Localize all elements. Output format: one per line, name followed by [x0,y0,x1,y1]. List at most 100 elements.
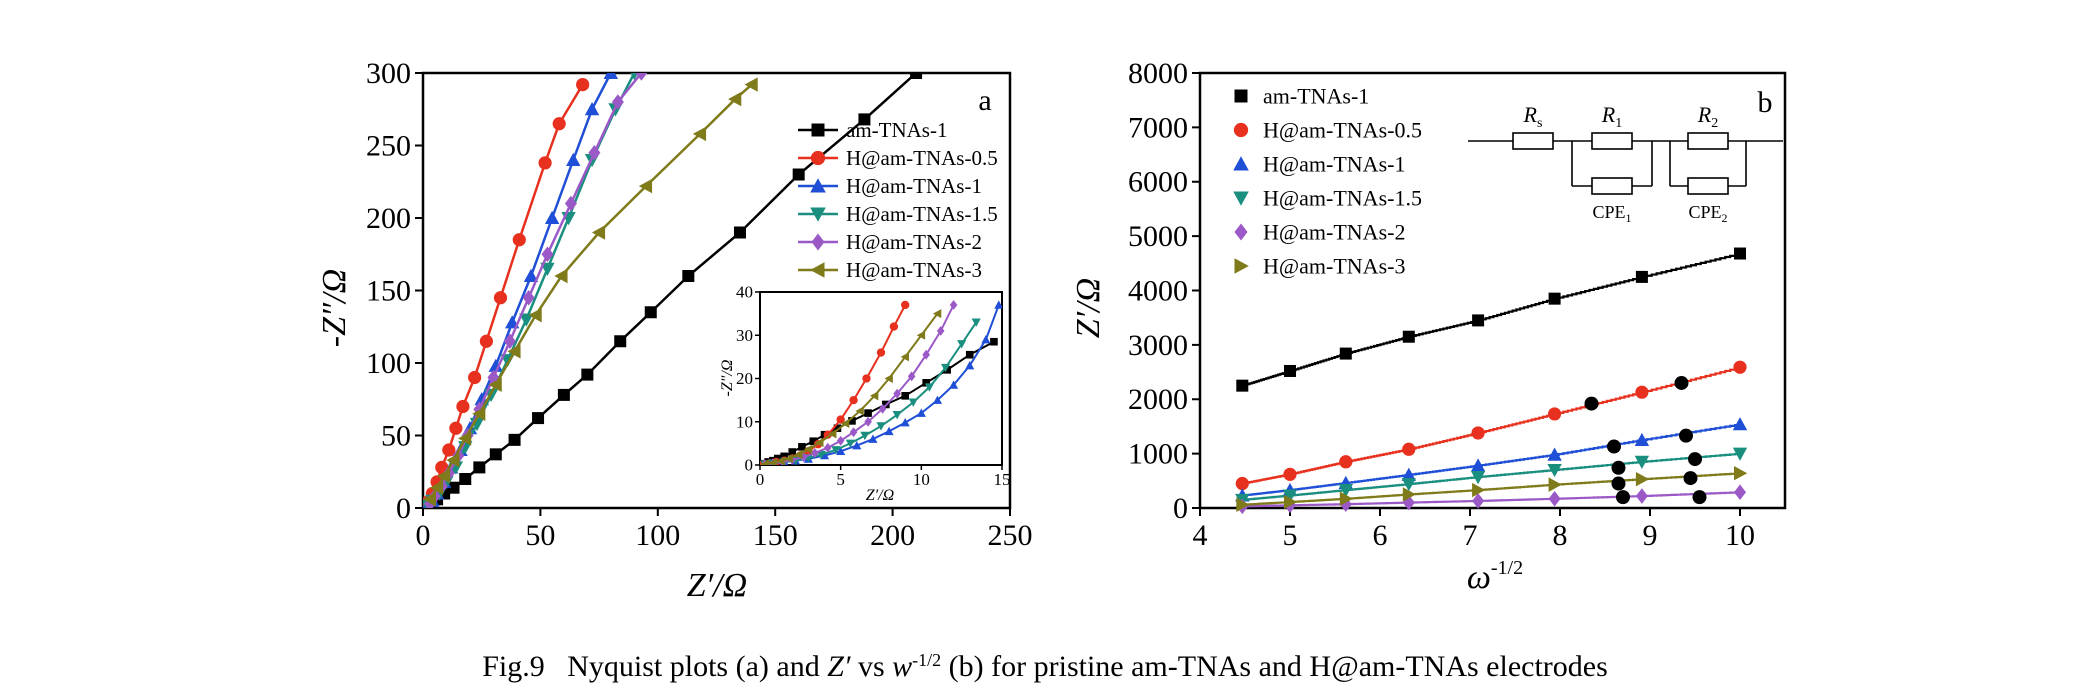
data-point [889,322,899,331]
black-dot-marker [1611,476,1626,491]
data-point [811,447,819,458]
data-point [449,421,463,435]
y-tick-label: 250 [366,129,411,162]
data-point [922,379,930,387]
data-point [864,409,872,417]
data-point [733,226,746,239]
data-point [884,373,893,384]
data-point [436,468,451,484]
data-point [792,168,805,181]
data-point [468,370,482,385]
data-point [965,350,974,359]
black-dot-marker [1584,396,1599,411]
y-tick-label: 5000 [1128,220,1188,253]
panel-a-label: a [978,84,991,117]
inset-y-axis-label: -Z″/Ω [719,360,736,397]
black-dot-marker [1688,452,1702,467]
y-tick-label: 0 [745,456,754,475]
data-point [848,417,856,425]
data-point [1470,458,1486,472]
data-point [862,374,871,383]
data-point [932,309,942,319]
figure-caption: Fig.9 Nyquist plots (a) and Z′ vs w-1/2 … [0,650,2090,684]
y-tick-label: 6000 [1128,166,1188,199]
data-point [1339,347,1352,360]
legend-entry: H@am-TNAs-1.5 [1233,185,1422,210]
data-point [576,78,590,92]
data-point [447,481,460,494]
data-point [528,307,542,323]
data-point [943,366,951,374]
legend-label: H@am-TNAs-2 [1263,219,1405,244]
x-tick-label: 10 [913,470,930,489]
x-tick-label: 6 [1373,519,1388,552]
y-tick-label: 30 [736,326,753,345]
data-point [1471,426,1485,440]
data-point [949,380,959,389]
data-point [1733,360,1747,374]
data-point [493,291,508,305]
data-point [1235,476,1249,491]
circuit-label-rs: Rs [1523,102,1543,131]
data-point [488,358,503,372]
data-point [1732,417,1748,431]
y-tick-label: 40 [736,283,753,302]
black-dot-marker [1616,490,1630,505]
data-point [760,459,769,465]
data-point [794,450,803,460]
circuit-cpe2 [1687,177,1729,195]
data-point [519,313,534,327]
x-tick-label: 5 [1283,519,1298,552]
panel-a-series [423,73,923,508]
data-point [900,418,910,427]
y-tick-label: 0 [396,492,411,525]
y-tick-label: 7000 [1128,111,1188,144]
black-dot-marker [1679,428,1693,443]
data-point [1236,379,1249,392]
y-tick-label: 150 [366,274,411,307]
data-point [544,210,560,224]
data-point [540,262,555,276]
legend-marker [1234,89,1248,103]
data-point [1402,442,1416,456]
data-point [849,395,858,405]
series-line [426,73,636,507]
data-point [936,325,945,336]
legend-label: H@am-TNAs-0.5 [1263,117,1422,142]
data-point [488,377,502,392]
x-tick-label: 7 [1463,519,1478,552]
data-point [1339,491,1353,506]
data-point [907,371,916,382]
data-point [508,433,521,446]
data-point [784,453,793,464]
data-point [901,392,909,400]
data-point [557,388,570,401]
panel-a-legend: am-TNAs-1 H@am-TNAs-0.5 H@am-TNAs-1 H@am-TN… [798,118,998,282]
data-point [1634,432,1650,447]
legend-label: am-TNAs-1 [846,118,947,142]
data-point [541,246,554,263]
data-point [1635,488,1648,504]
data-point [916,330,926,340]
data-point [522,289,535,306]
data-point [1284,494,1298,510]
data-point [776,456,785,465]
x-tick-label: 250 [988,519,1033,552]
black-dot-marker [1683,471,1698,486]
legend-marker [810,262,825,278]
data-point [1547,463,1562,478]
data-point [554,268,568,284]
panel-a-y-axis-label: -Z″/Ω [316,269,353,347]
inset-x-axis-label: Z′/Ω [866,487,894,504]
data-point [916,408,926,417]
data-point [473,401,486,418]
data-point [1548,490,1561,507]
data-point [603,73,619,79]
legend-entry: H@am-TNAs-3 [1234,253,1405,278]
y-tick-label: 2000 [1128,383,1188,416]
omega-exponent: -1/2 [1491,557,1523,579]
data-point [584,102,600,116]
series-H@am-TNAs-2 [424,73,648,508]
legend-entry: H@am-TNAs-3 [798,258,982,282]
data-point [900,352,909,362]
